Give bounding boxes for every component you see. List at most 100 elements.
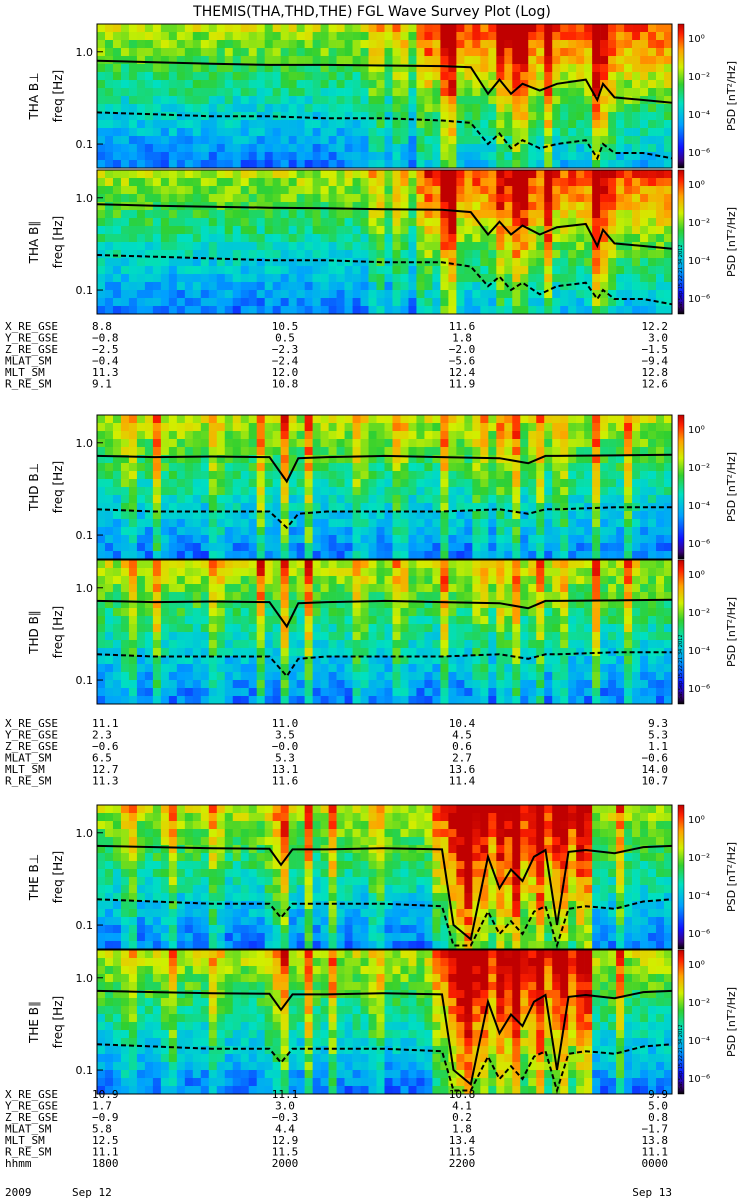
ephemeris-value: −1.7 — [642, 1123, 669, 1136]
ephemeris-value: −2.4 — [272, 355, 299, 368]
colorbar-tick-label: 10⁻² — [688, 998, 710, 1009]
ephemeris-row-label: MLAT_SM — [5, 752, 52, 765]
colorbar-tick-label: 10⁻⁴ — [688, 501, 710, 512]
panel-title: THA B⊥ — [27, 72, 41, 120]
ephemeris-value: −1.5 — [642, 343, 669, 356]
colorbar-label: PSD [nT²/Hz] — [725, 842, 738, 912]
colorbar — [677, 23, 685, 169]
ephemeris-value: 13.6 — [449, 763, 476, 776]
ephemeris-value: 11.4 — [449, 775, 476, 788]
colorbar — [677, 414, 685, 560]
colorbar-tick-label: 10⁻² — [688, 853, 710, 864]
colorbar-tick-label: 10⁻⁶ — [688, 294, 710, 305]
ephemeris-value: 2200 — [449, 1157, 476, 1170]
ephemeris-value: 10.9 — [92, 1088, 119, 1101]
ephemeris-value: 0.2 — [452, 1111, 472, 1124]
y-tick-label: 1.0 — [76, 582, 94, 595]
y-tick-label: 0.1 — [76, 919, 94, 932]
ephemeris-value: −2.0 — [449, 343, 476, 356]
ephemeris-value: 9.3 — [648, 717, 668, 730]
ephemeris-row-label: MLAT_SM — [5, 355, 52, 368]
panel-frame — [96, 559, 673, 705]
cyclotron-frequency-line — [96, 203, 673, 250]
ephemeris-table: X_RE_GSE 11.1 11.0 10.4 9.3 Y_RE_GSE 2.3 3.5 4.5… — [5, 717, 668, 788]
ephemeris-value: 12.2 — [642, 320, 669, 333]
year-label: 2009 — [5, 1186, 32, 1199]
colorbar-tick-label: 10⁻² — [688, 72, 710, 83]
ephemeris-value: 10.5 — [272, 320, 299, 333]
ephemeris-value: 9.9 — [648, 1088, 668, 1101]
ephemeris-value: 14.0 — [642, 763, 669, 776]
timestamp-stamp: Sat Sep 15 22:21:34 2012 — [678, 1024, 684, 1090]
ephemeris-value: 10.8 — [449, 1088, 476, 1101]
y-axis-label: freq [Hz] — [51, 70, 65, 122]
y-axis-label: freq [Hz] — [51, 461, 65, 513]
ephemeris-value: 5.8 — [92, 1123, 112, 1136]
colorbar-tick-label: 10⁻⁴ — [688, 1036, 710, 1047]
ephemeris-value: 11.1 — [92, 717, 119, 730]
helium-frequency-line — [96, 254, 673, 306]
ephemeris-value: 12.7 — [92, 763, 119, 776]
spectrogram-cells — [97, 950, 673, 1095]
ephemeris-table: X_RE_GSE 8.8 10.5 11.6 12.2 Y_RE_GSE −0.8 0.5 1.… — [5, 320, 668, 391]
ephemeris-table: X_RE_GSE 10.9 11.1 10.8 9.9 Y_RE_GSE 1.7 3.0 4.1… — [5, 1088, 668, 1170]
panel-title: THE B∥ — [27, 1001, 41, 1044]
ephemeris-value: −0.9 — [92, 1111, 119, 1124]
y-tick-label: 0.1 — [76, 284, 94, 297]
ephemeris-row-label: X_RE_GSE — [5, 320, 58, 333]
panel-frame — [96, 949, 673, 1095]
colorbar-tick-label: 10⁻² — [688, 463, 710, 474]
colorbar-tick-label: 10⁻⁶ — [688, 684, 710, 695]
ephemeris-value: 11.1 — [92, 1146, 119, 1159]
timestamp-stamp: Sat Sep 15 22:21:34 2012 — [678, 634, 684, 700]
ephemeris-row-label: Z_RE_GSE — [5, 1111, 58, 1124]
ephemeris-row-label: R_RE_SM — [5, 1146, 52, 1159]
ephemeris-value: 12.6 — [642, 378, 669, 391]
helium-frequency-line — [96, 1043, 673, 1094]
ephemeris-value: 2.7 — [452, 752, 472, 765]
ephemeris-value: 10.7 — [642, 775, 669, 788]
ephemeris-value: 11.0 — [272, 717, 299, 730]
y-axis-label: freq [Hz] — [51, 996, 65, 1048]
spectrogram-panel: 1.0 0.1 THE B∥ freq [Hz] 10⁰ 10⁻² 10⁻⁴ 10⁻⁶ PSD … — [27, 949, 738, 1095]
ephemeris-value: 11.6 — [449, 320, 476, 333]
colorbar-tick-label: 10⁰ — [688, 815, 705, 826]
spectrogram-cells — [97, 805, 673, 950]
ephemeris-value: 6.5 — [92, 752, 112, 765]
ephemeris-value: −0.4 — [92, 355, 119, 368]
cyclotron-frequency-line — [96, 453, 673, 484]
ephemeris-value: 0.5 — [275, 332, 295, 345]
y-axis-label: freq [Hz] — [51, 216, 65, 268]
ephemeris-value: 12.4 — [449, 366, 476, 379]
ephemeris-value: 1.8 — [452, 332, 472, 345]
helium-frequency-line — [96, 898, 673, 949]
spectrogram-panel: 1.0 0.1 THE B⊥ freq [Hz] 10⁰ 10⁻² 10⁻⁴ 10⁻⁶ PSD … — [27, 804, 738, 950]
ephemeris-value: 11.5 — [449, 1146, 476, 1159]
y-tick-label: 1.0 — [76, 972, 94, 985]
ephemeris-value: −0.0 — [272, 740, 299, 753]
colorbar-tick-label: 10⁻⁶ — [688, 539, 710, 550]
ephemeris-value: 4.5 — [452, 729, 472, 742]
ephemeris-value: 10.8 — [272, 378, 299, 391]
ephemeris-value: 8.8 — [92, 320, 112, 333]
start-date-label: Sep 12 — [72, 1186, 112, 1199]
colorbar-tick-label: 10⁰ — [688, 960, 705, 971]
panel-frame — [96, 169, 673, 315]
ephemeris-value: 2000 — [272, 1157, 299, 1170]
ephemeris-value: 13.8 — [642, 1134, 669, 1147]
helium-frequency-line — [96, 506, 672, 530]
ephemeris-value: −0.8 — [92, 332, 119, 345]
y-tick-label: 1.0 — [76, 437, 94, 450]
ephemeris-row-label: hhmm — [5, 1157, 32, 1170]
ephemeris-value: 1.8 — [452, 1123, 472, 1136]
ephemeris-row-label: X_RE_GSE — [5, 717, 58, 730]
colorbar-label: PSD [nT²/Hz] — [725, 61, 738, 131]
ephemeris-value: 11.1 — [272, 1088, 299, 1101]
y-tick-label: 0.1 — [76, 1064, 94, 1077]
ephemeris-value: 11.1 — [642, 1146, 669, 1159]
panel-frame — [96, 414, 673, 560]
spectrogram-panel: 1.0 0.1 THD B∥ freq [Hz] 10⁰ 10⁻² 10⁻⁴ 10⁻⁶ PSD … — [27, 559, 738, 705]
ephemeris-value: 9.1 — [92, 378, 112, 391]
ephemeris-value: 11.5 — [272, 1146, 299, 1159]
ephemeris-value: 13.1 — [272, 763, 299, 776]
